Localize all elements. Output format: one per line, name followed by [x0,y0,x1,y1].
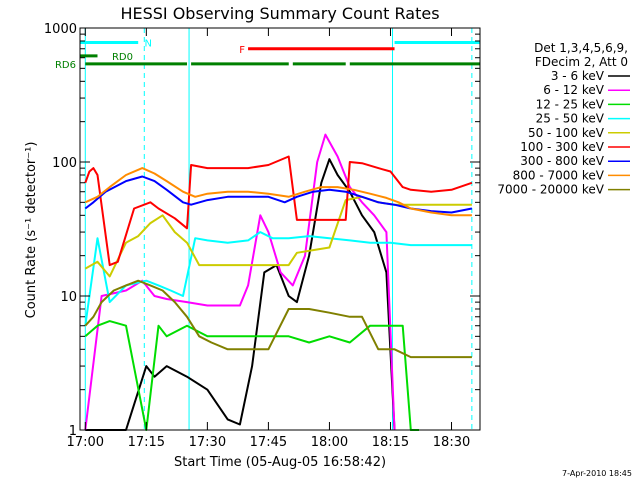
footer-timestamp: 7-Apr-2010 18:45 [562,469,632,478]
legend-label-3: 12 - 25 keV [536,97,605,111]
series-line-7000-20000-kev [84,279,472,359]
annotation-label-rd6: RD6 [55,60,76,71]
y-tick-label-3: 100 [52,156,77,171]
series-line-12-25-kev [84,320,419,431]
x-tick-label-4: 17:45 [250,435,287,450]
series-line-25-50-kev [84,231,472,326]
chart-title: HESSI Observing Summary Count Rates [120,4,439,23]
x-axis: 17:00 17:15 17:30 17:45 18:00 18:15 18:30 [67,28,470,450]
x-tick-label-3: 17:30 [189,435,226,450]
y-tick-label-2: 10 [60,290,77,305]
y-tick-label-1: 1 [69,424,77,439]
y-tick-label-4: 1000 [44,22,77,37]
legend-label-1: 3 - 6 keV [551,69,605,83]
x-axis-title: Start Time (05-Aug-05 16:58:42) [174,455,386,470]
y-axis: 1 10 100 1000 [44,22,480,439]
legend: Det 1,3,4,5,6,9, FDecim 2, Att 0 3 - 6 k… [497,41,630,197]
series-line-100-300-kev [84,155,473,267]
series-line-3-6-kev [85,158,396,431]
x-tick-label-7: 18:30 [433,435,470,450]
x-tick-label-2: 17:15 [128,435,165,450]
legend-label-5: 50 - 100 keV [528,126,605,140]
legend-header-line-1: Det 1,3,4,5,6,9, [534,41,628,55]
annotation-label-f: F [239,45,245,56]
legend-label-4: 25 - 50 keV [536,112,605,126]
x-tick-label-5: 18:00 [311,435,348,450]
series-line-300-800-kev [84,175,473,214]
x-tick-label-6: 18:15 [372,435,409,450]
legend-label-7: 300 - 800 keV [520,154,604,168]
plot-area: N RD0 RD6 F [55,28,480,431]
legend-label-2: 6 - 12 keV [543,83,605,97]
annotation-label-n: N [144,38,151,49]
y-axis-title: Count Rate (s⁻¹ detector⁻¹) [24,142,39,319]
plot-frame [79,27,481,431]
annotation-label-rd0: RD0 [112,52,133,63]
series-line-800-7000-kev [84,167,472,217]
legend-label-9: 7000 - 20000 keV [497,183,604,197]
legend-label-8: 800 - 7000 keV [513,168,605,182]
legend-header-line-2: FDecim 2, Att 0 [535,55,628,69]
legend-label-6: 100 - 300 keV [520,140,604,154]
x-tick-label-1: 17:00 [67,435,104,450]
